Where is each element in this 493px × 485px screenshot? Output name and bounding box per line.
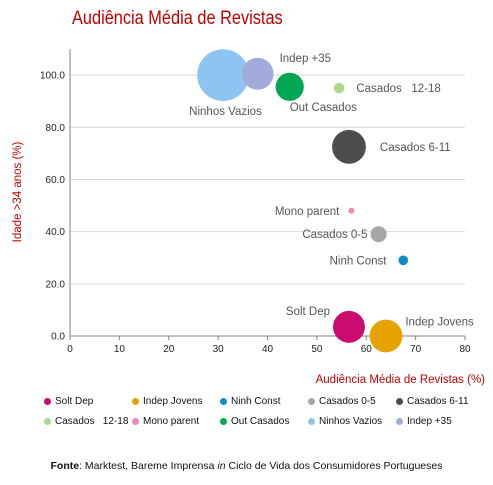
bubble-ninhos-vazios xyxy=(197,49,249,101)
x-tick-label: 50 xyxy=(311,344,323,355)
legend-item: Solt Dep xyxy=(44,396,132,407)
y-tick-label: 0.0 xyxy=(51,332,65,343)
y-axis-title: Idade >34 anos (%) xyxy=(12,141,24,242)
legend-item: Casados 6-11 xyxy=(396,396,484,407)
axes: 0.0 20.0 40.0 60.0 80.0 100.0 0 10 20 30 40 50 60 70 8… xyxy=(40,49,471,355)
bubble-casados-12-18 xyxy=(333,82,345,94)
legend-label: Ninhos Vazios xyxy=(319,416,383,427)
point-label-casados-0-5: Casados 0-5 xyxy=(302,229,367,241)
bubble-mono-parent xyxy=(348,207,355,214)
chart-title: Audiência Média de Revistas xyxy=(72,8,283,29)
legend-item: Mono parent xyxy=(132,416,220,427)
legend-item: Out Casados xyxy=(220,416,308,427)
bubble-out-casados xyxy=(275,72,304,101)
point-label-indep-35: Indep +35 xyxy=(280,53,331,65)
x-axis-title: Audiência Média de Revistas (%) xyxy=(316,374,486,386)
source-text-2: Ciclo de Vida dos Consumidores Portugues… xyxy=(225,460,443,472)
bubble-casados-0-5 xyxy=(370,226,387,243)
point-label-ninh-const: Ninh Const xyxy=(330,255,388,267)
legend-item: Indep +35 xyxy=(396,416,484,427)
y-tick-label: 40.0 xyxy=(46,227,66,238)
legend-swatch xyxy=(220,418,227,425)
bubble-indep-35 xyxy=(241,57,274,90)
x-tick-label: 0 xyxy=(67,344,73,355)
legend-swatch xyxy=(44,398,51,405)
bubble-ninh-const xyxy=(398,255,409,266)
bubble-solt-dep xyxy=(333,310,365,343)
legend-label: Mono parent xyxy=(143,416,200,427)
y-tick-label: 80.0 xyxy=(46,123,66,134)
legend-label: Indep Jovens xyxy=(143,396,203,407)
legend-item: Ninh Const xyxy=(220,396,308,407)
legend-swatch xyxy=(396,398,403,405)
x-tick-label: 20 xyxy=(163,344,175,355)
point-labels: Solt Dep Indep Jovens Ninh Const Casados 0-… xyxy=(189,53,474,329)
x-tick-label: 70 xyxy=(410,344,422,355)
x-tick-label: 30 xyxy=(213,344,225,355)
legend-item: Indep Jovens xyxy=(132,396,220,407)
legend-item: Ninhos Vazios xyxy=(308,416,396,427)
y-tick-label: 20.0 xyxy=(46,279,66,290)
legend-label: Indep +35 xyxy=(407,416,452,427)
point-label-indep-jovens: Indep Jovens xyxy=(405,317,474,329)
legend-swatch xyxy=(308,418,315,425)
source-text-1: : Marktest, Bareme Imprensa xyxy=(79,460,218,472)
legend-swatch xyxy=(308,398,315,405)
legend-label: Casados 6-11 xyxy=(407,396,469,407)
point-label-solt-dep: Solt Dep xyxy=(286,306,330,318)
x-tick-label: 10 xyxy=(114,344,126,355)
bubbles xyxy=(197,49,409,353)
legend-swatch xyxy=(132,398,139,405)
legend-item: Casados 0-5 xyxy=(308,396,396,407)
legend-label: Ninh Const xyxy=(231,396,281,407)
legend-label: Out Casados xyxy=(231,416,290,427)
legend-item: Casados 12-18 xyxy=(44,416,132,427)
point-label-ninhos-vazios: Ninhos Vazios xyxy=(189,106,262,118)
legend-label: Casados 0-5 xyxy=(319,396,376,407)
y-tick-label: 60.0 xyxy=(46,175,66,186)
point-label-casados-6-11: Casados 6-11 xyxy=(380,142,451,154)
legend-label: Solt Dep xyxy=(55,396,94,407)
bubble-casados-6-11 xyxy=(332,129,366,164)
gridlines xyxy=(70,74,465,337)
legend-swatch xyxy=(396,418,403,425)
x-tick-label: 80 xyxy=(459,344,471,355)
y-tick-label: 100.0 xyxy=(40,71,65,82)
source-italic: in xyxy=(217,460,226,472)
bubble-indep-jovens xyxy=(369,319,403,353)
legend-swatch xyxy=(132,418,139,425)
legend: Solt Dep Indep Jovens Ninh Const Casados 0-… xyxy=(44,396,484,427)
point-label-casados-12-18: Casados 12-18 xyxy=(356,83,440,95)
legend-label: Casados 12-18 xyxy=(55,416,129,427)
source-note: Fonte: Marktest, Bareme Imprensa in Cicl… xyxy=(0,460,493,472)
x-tick-label: 60 xyxy=(361,344,373,355)
legend-swatch xyxy=(44,418,51,425)
source-prefix: Fonte xyxy=(50,460,80,472)
point-label-out-casados: Out Casados xyxy=(290,102,357,114)
point-label-mono-parent: Mono parent xyxy=(275,206,340,218)
x-tick-label: 40 xyxy=(262,344,274,355)
legend-swatch xyxy=(220,398,227,405)
